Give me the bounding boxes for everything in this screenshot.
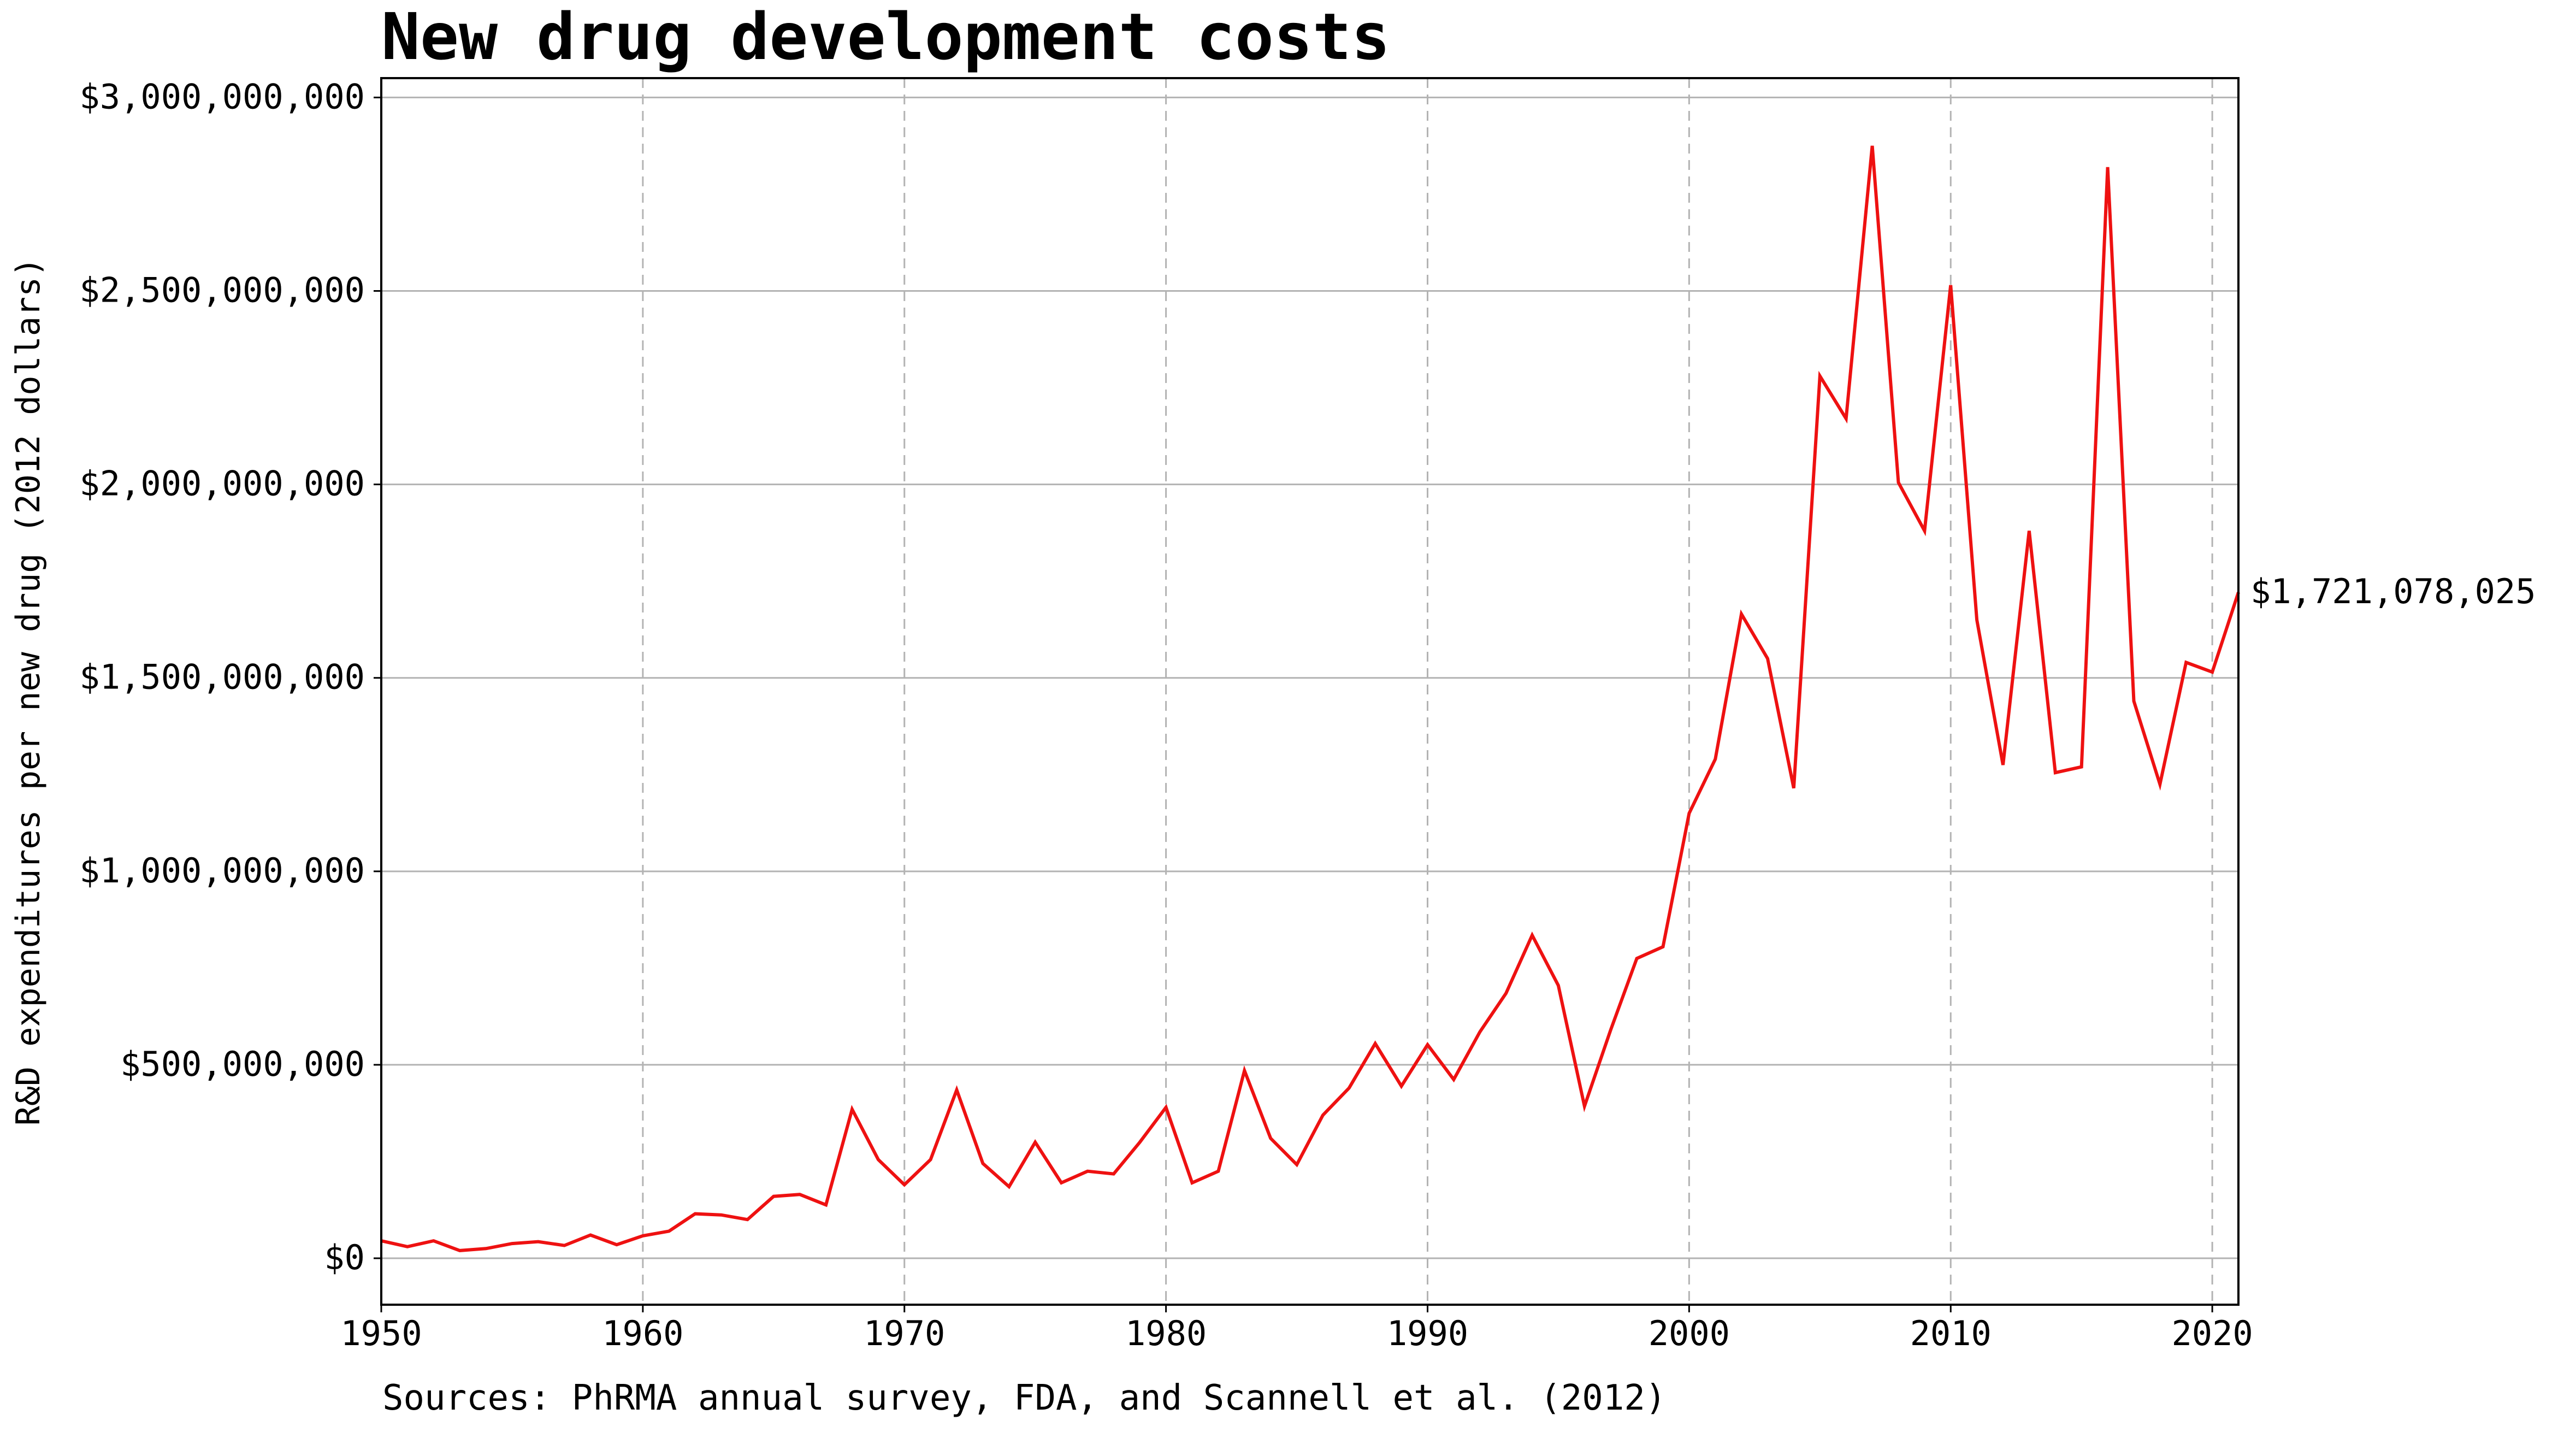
y-axis-title: R&D expenditures per new drug (2012 doll… [9, 257, 48, 1125]
y-tick-label: $2,500,000,000 [79, 270, 365, 310]
x-tick-label: 1990 [1387, 1313, 1468, 1353]
axis-ticks: $0 $500,000,000 $1,000,000,000 $1,500,000,0… [79, 76, 2253, 1353]
y-tick-label: $3,000,000,000 [79, 76, 365, 116]
grid-lines [381, 78, 2238, 1305]
y-tick-label: $0 [324, 1237, 365, 1277]
y-tick-label: $1,000,000,000 [79, 851, 365, 891]
series-end-label: $1,721,078,025 [2250, 571, 2536, 611]
y-tick-label: $1,500,000,000 [79, 657, 365, 697]
series-layer [381, 145, 2240, 1252]
series-line [381, 145, 2240, 1252]
x-tick-label: 2010 [1910, 1313, 1992, 1353]
x-tick-label: 2020 [2171, 1313, 2253, 1353]
x-tick-label: 1970 [864, 1313, 945, 1353]
x-tick-label: 2000 [1649, 1313, 1730, 1353]
x-tick-label: 1980 [1125, 1313, 1207, 1353]
y-tick-label: $500,000,000 [120, 1044, 365, 1084]
y-tick-label: $2,000,000,000 [79, 464, 365, 504]
plot-area-frame [380, 77, 2240, 1306]
x-tick-label: 1950 [340, 1313, 422, 1353]
source-note: Sources: PhRMA annual survey, FDA, and S… [382, 1378, 1666, 1418]
x-tick-label: 1960 [602, 1313, 683, 1353]
chart-title: New drug development costs [381, 0, 1390, 74]
